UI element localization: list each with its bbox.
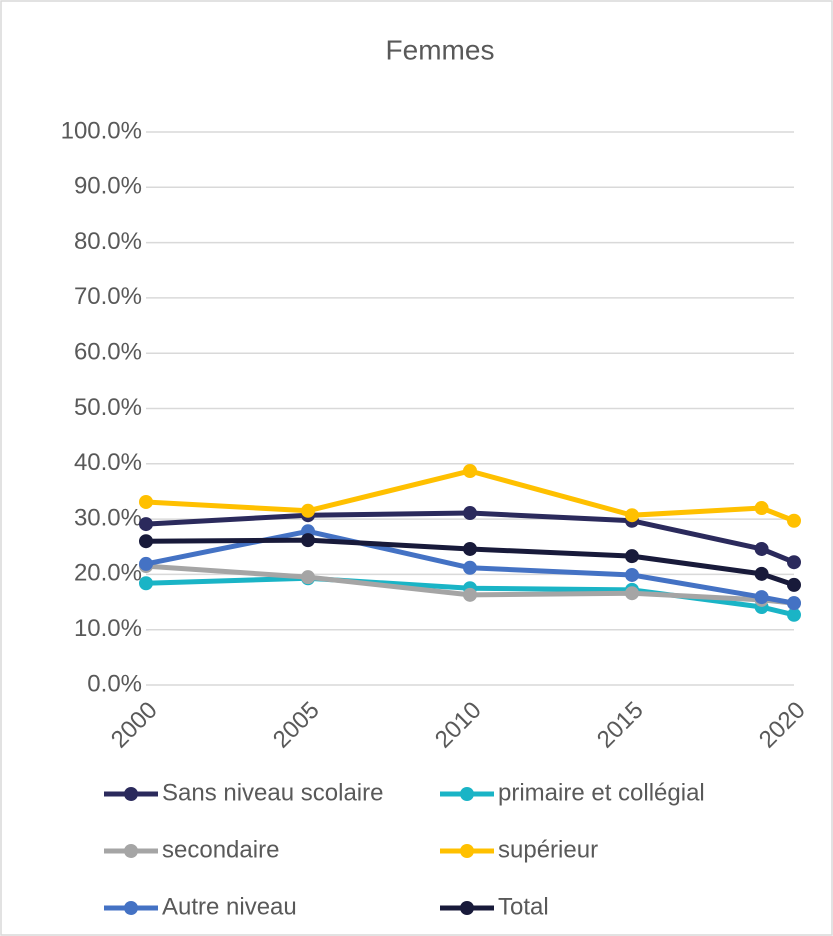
chart-title: Femmes [386, 34, 495, 65]
data-point [301, 503, 315, 518]
data-point [787, 555, 801, 570]
legend-label: Sans niveau scolaire [162, 779, 383, 806]
legend-label: primaire et collégial [498, 779, 705, 806]
data-point [754, 566, 769, 581]
data-point [463, 463, 477, 478]
y-tick-label: 20.0% [74, 560, 142, 587]
data-point [301, 533, 315, 548]
data-point [754, 501, 769, 516]
data-point [139, 556, 153, 571]
data-point [625, 567, 639, 582]
legend-marker [124, 787, 138, 801]
y-tick-label: 10.0% [74, 615, 142, 642]
legend-marker [124, 901, 138, 915]
data-point [139, 494, 153, 509]
y-tick-label: 100.0% [61, 117, 142, 144]
data-point [787, 513, 801, 528]
data-point [625, 549, 639, 564]
data-point [754, 590, 769, 605]
data-point [625, 508, 639, 523]
legend-label: Autre niveau [162, 893, 297, 920]
y-tick-label: 30.0% [74, 504, 142, 531]
y-tick-label: 0.0% [87, 670, 142, 697]
data-point [463, 560, 477, 575]
data-point [625, 586, 639, 601]
legend-marker [460, 844, 474, 858]
data-point [463, 506, 477, 521]
data-point [301, 570, 315, 585]
legend-marker [460, 787, 474, 801]
y-tick-label: 80.0% [74, 228, 142, 255]
data-point [463, 541, 477, 556]
y-tick-label: 40.0% [74, 449, 142, 476]
data-point [139, 576, 153, 591]
y-tick-label: 60.0% [74, 339, 142, 366]
y-tick-label: 50.0% [74, 394, 142, 421]
legend-label: supérieur [498, 836, 598, 863]
data-point [787, 607, 801, 622]
legend-marker [124, 844, 138, 858]
legend-label: Total [498, 893, 549, 920]
data-point [754, 541, 769, 556]
data-point [787, 577, 801, 592]
legend-label: secondaire [162, 836, 279, 863]
y-tick-label: 90.0% [74, 173, 142, 200]
y-tick-label: 70.0% [74, 283, 142, 310]
data-point [139, 517, 153, 532]
data-point [139, 534, 153, 549]
data-point [463, 587, 477, 602]
data-point [787, 596, 801, 611]
legend-marker [460, 901, 474, 915]
